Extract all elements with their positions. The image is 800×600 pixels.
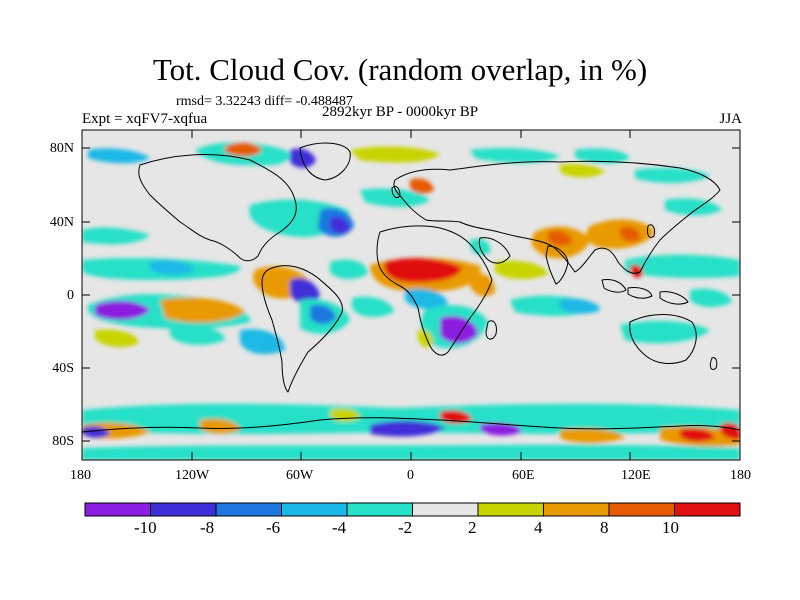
stats-text: rmsd= 3.32243 diff= -0.488487 (176, 94, 353, 109)
lon-label-180e: 180 (730, 468, 751, 483)
period-text: 2892kyr BP - 0000kyr BP (322, 104, 479, 120)
lat-label-80s: 80S (52, 434, 74, 449)
colorbar-swatch (215, 502, 282, 517)
colorbar-label: 10 (662, 518, 679, 537)
coastlines (82, 142, 740, 433)
colorbar-label: -10 (134, 518, 157, 537)
map-title: Tot. Cloud Cov. (random overlap, in %) (152, 52, 648, 87)
season-label: JJA (719, 111, 742, 127)
colorbar-label: -8 (200, 518, 215, 537)
colorbar-swatch (608, 502, 675, 517)
lat-label-40s: 40S (52, 361, 74, 376)
colorbar-label: -2 (398, 518, 413, 537)
lon-label-60w: 60W (286, 468, 314, 483)
lon-label-120w: 120W (175, 468, 210, 483)
colorbar-swatch (346, 502, 413, 517)
lat-label-80n: 80N (49, 141, 74, 156)
lon-label-120e: 120E (621, 468, 651, 483)
colorbar-swatch (150, 502, 217, 517)
colorbar (84, 502, 741, 517)
colorbar-label: 4 (534, 518, 543, 537)
axis-ticks (82, 130, 740, 460)
lat-label-40n: 40N (49, 215, 74, 230)
colorbar-label: -4 (332, 518, 347, 537)
colorbar-swatch (412, 502, 479, 517)
lon-label-60e: 60E (512, 468, 535, 483)
lat-label-0: 0 (67, 288, 74, 303)
colorbar-swatch (674, 502, 741, 517)
colorbar-label: 8 (600, 518, 609, 537)
colorbar-label: -6 (266, 518, 281, 537)
colorbar-swatch (84, 502, 151, 517)
colorbar-swatch (543, 502, 610, 517)
colorbar-swatch (281, 502, 348, 517)
lon-label-0: 0 (407, 468, 414, 483)
experiment-label: Expt = xqFV7-xqfua (82, 111, 208, 127)
colorbar-swatch (477, 502, 544, 517)
colorbar-label: 2 (468, 518, 477, 537)
lon-label-180w: 180 (70, 468, 91, 483)
